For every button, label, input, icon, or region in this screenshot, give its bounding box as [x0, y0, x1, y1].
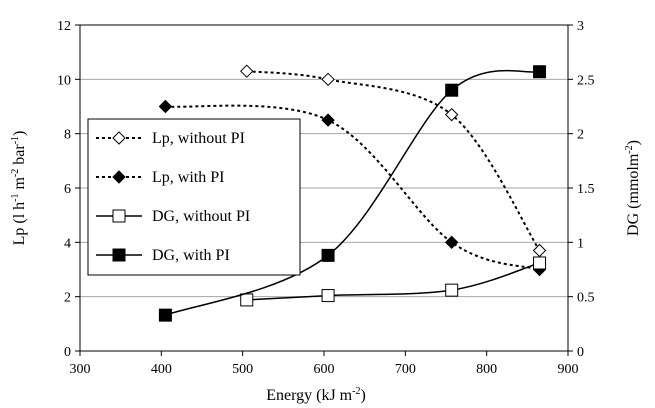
legend-label: DG, without PI: [152, 208, 250, 225]
x-tick-label: 300: [70, 362, 91, 377]
x-tick-label: 600: [314, 362, 335, 377]
legend-marker: [112, 248, 126, 262]
x-tick-label: 400: [151, 362, 172, 377]
y-right-tick-label: 1.5: [577, 182, 595, 197]
series-line: [165, 104, 540, 271]
data-point: [445, 283, 459, 297]
y-left-tick-label: 6: [64, 182, 71, 197]
x-tick-label: 500: [232, 362, 253, 377]
data-point: [532, 243, 547, 258]
y-left-tick-label: 8: [64, 128, 71, 143]
data-point: [321, 72, 335, 87]
data-point: [240, 293, 254, 307]
x-tick-label: 700: [395, 362, 416, 377]
y-right-tick-label: 0: [577, 345, 584, 360]
y-axis-left-title: Lp (l h-1 m-2 bar-1): [10, 131, 28, 246]
data-point: [444, 235, 459, 250]
y-left-tick-label: 2: [64, 291, 71, 306]
y-left-tick-label: 10: [57, 73, 71, 88]
x-axis-title: Energy (kJ m-2): [266, 386, 366, 404]
data-point: [445, 83, 459, 97]
data-point: [533, 65, 547, 79]
y-right-tick-label: 3: [577, 19, 584, 34]
data-point: [158, 308, 172, 322]
series-line: [246, 262, 540, 301]
legend: Lp, without PI Lp, with PI DG, without PI D…: [87, 118, 301, 276]
y-axis-right-title: DG (mmolm-2): [624, 140, 642, 236]
y-right-tick-label: 2.5: [577, 73, 595, 88]
data-point: [321, 248, 335, 262]
legend-label: Lp, with PI: [152, 169, 224, 186]
legend-marker: [112, 131, 126, 145]
y-right-tick-label: 0.5: [577, 291, 595, 306]
legend-marker: [112, 209, 126, 223]
series-line: [165, 69, 540, 316]
y-right-tick-label: 1: [577, 236, 584, 251]
legend-marker: [112, 170, 126, 184]
data-point: [533, 256, 547, 270]
data-point: [240, 64, 254, 78]
x-tick-label: 800: [476, 362, 497, 377]
tick-labels: 0 2 4 6 8 10 12 0 0.5 1 1.5 2 2.5 3 300 400 500 600 700 800…: [57, 19, 595, 377]
data-point: [444, 107, 459, 122]
data-point: [321, 289, 335, 303]
y-left-tick-label: 12: [57, 19, 71, 34]
data-point: [321, 113, 335, 127]
tick-marks: [75, 24, 573, 356]
y-left-tick-label: 4: [64, 236, 71, 251]
x-tick-label: 900: [558, 362, 579, 377]
series-line: [246, 70, 541, 252]
series-layer: [158, 64, 547, 322]
legend-label: DG, with PI: [152, 247, 230, 264]
y-right-tick-label: 2: [577, 128, 584, 143]
y-left-tick-label: 0: [64, 345, 71, 360]
data-point: [158, 99, 173, 114]
legend-label: Lp, without PI: [152, 130, 245, 147]
